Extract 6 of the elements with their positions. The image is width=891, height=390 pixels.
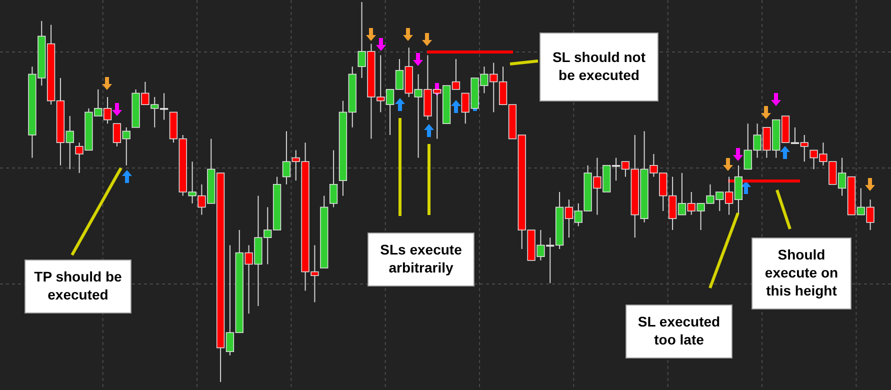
annotation: SL executed too late — [638, 313, 720, 348]
annotation: SLs execute arbitrarily — [380, 241, 462, 276]
annotation: TP should be executed — [34, 268, 122, 302]
annotation: Should execute on this height — [764, 246, 838, 298]
annotation: SL should not be executed — [552, 48, 646, 83]
candlestick — [329, 150, 338, 208]
